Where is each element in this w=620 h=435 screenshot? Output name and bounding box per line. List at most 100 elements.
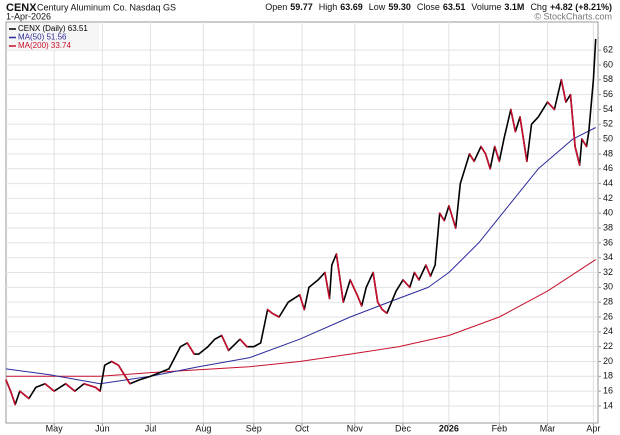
down-segment (569, 93, 576, 148)
x-tick-label: Aug (195, 423, 211, 433)
legend-label: MA(50) 51.56 (18, 33, 67, 42)
down-segment (335, 253, 345, 303)
down-segment (110, 360, 120, 366)
x-tick-label: Mar (540, 423, 556, 433)
legend-label: MA(200) 33.74 (18, 41, 71, 50)
down-segment (44, 382, 55, 392)
down-segment (94, 386, 101, 392)
legend-box (7, 23, 99, 50)
y-tick-label: 30 (603, 282, 613, 292)
down-segment (493, 145, 501, 163)
down-segment (83, 382, 97, 389)
x-tick-label: Apr (586, 423, 600, 433)
quote-label: Volume (471, 2, 501, 12)
y-tick-label: 52 (603, 119, 613, 129)
down-segment (484, 153, 491, 170)
down-segment (64, 382, 76, 392)
down-segment (560, 79, 567, 103)
company-name: Century Aluminum Co. Nasdaq GS (37, 2, 176, 12)
quote-value: 63.51 (443, 2, 466, 12)
down-segment (448, 205, 457, 229)
y-tick-label: 16 (603, 386, 613, 396)
down-segment (349, 279, 358, 296)
down-segment (372, 271, 379, 303)
copyright: © StockCharts.com (534, 11, 612, 21)
down-segment (438, 212, 446, 222)
date: 1-Apr-2026 (6, 11, 51, 21)
y-tick-label: 50 (603, 133, 613, 143)
x-tick-label: Dec (395, 423, 412, 433)
down-segment (425, 264, 432, 278)
x-tick-label: Jul (145, 423, 157, 433)
y-tick-label: 60 (603, 59, 613, 69)
down-segment (402, 279, 411, 289)
down-segment (239, 338, 248, 348)
down-segment (581, 138, 588, 148)
y-tick-label: 36 (603, 237, 613, 247)
down-segment (266, 308, 273, 315)
down-segment (18, 390, 30, 400)
down-segment (5, 379, 12, 392)
down-segment (220, 334, 230, 352)
down-segment (9, 390, 16, 406)
quote-value: +4.82 (+8.21%) (550, 2, 612, 12)
y-tick-label: 40 (603, 208, 613, 218)
y-tick-label: 18 (603, 371, 613, 381)
quote-label: Chg (530, 2, 547, 12)
quote-label: High (319, 2, 338, 12)
symbol: CENX (6, 2, 37, 14)
down-segment (480, 145, 487, 155)
y-tick-label: 46 (603, 163, 613, 173)
down-segment (574, 145, 581, 166)
y-tick-label: 26 (603, 311, 613, 321)
series-line (6, 259, 596, 377)
y-tick-label: 56 (603, 89, 613, 99)
quote-value: 59.77 (290, 2, 313, 12)
y-tick-label: 32 (603, 267, 613, 277)
down-segment (519, 116, 528, 163)
x-tick-label: Nov (347, 423, 364, 433)
y-tick-label: 44 (603, 178, 613, 188)
down-segment (356, 293, 363, 307)
y-tick-label: 14 (603, 400, 613, 410)
x-tick-label: Oct (295, 423, 310, 433)
y-tick-label: 38 (603, 222, 613, 232)
down-segment (124, 375, 131, 385)
y-tick-label: 58 (603, 74, 613, 84)
down-segment (186, 342, 195, 355)
down-segment (324, 271, 331, 300)
quote: Open 59.77 High 63.69 Low 59.30 Close 63.51 Volu… (265, 2, 612, 12)
x-tick-label: May (46, 423, 64, 433)
y-tick-label: 22 (603, 341, 613, 351)
x-tick-label: Jun (95, 423, 110, 433)
down-segment (381, 308, 388, 315)
quote-value: 3.1M (504, 2, 524, 12)
down-segment (468, 153, 475, 163)
y-tick-label: 54 (603, 104, 613, 114)
down-segment (510, 108, 517, 133)
y-tick-label: 42 (603, 193, 613, 203)
x-tick-label: Feb (492, 423, 508, 433)
down-segment (546, 101, 556, 111)
y-tick-label: 24 (603, 326, 613, 336)
quote-label: Low (369, 2, 386, 12)
quote-value: 63.69 (340, 2, 363, 12)
legend-label: CENX (Daily) 63.51 (18, 24, 88, 33)
quote-value: 59.30 (388, 2, 411, 12)
x-tick-label: Sep (246, 423, 262, 433)
y-tick-label: 34 (603, 252, 613, 262)
series-line (5, 127, 596, 385)
down-segment (376, 301, 384, 311)
y-tick-label: 62 (603, 45, 613, 55)
down-segment (271, 312, 280, 318)
down-segment (413, 271, 420, 281)
quote-label: Open (265, 2, 287, 12)
y-tick-label: 48 (603, 148, 613, 158)
quote-label: Close (417, 2, 440, 12)
x-tick-label: 2026 (439, 423, 459, 433)
y-tick-label: 20 (603, 356, 613, 366)
y-tick-label: 28 (603, 297, 613, 307)
down-segment (298, 293, 306, 311)
down-segment (117, 364, 127, 378)
